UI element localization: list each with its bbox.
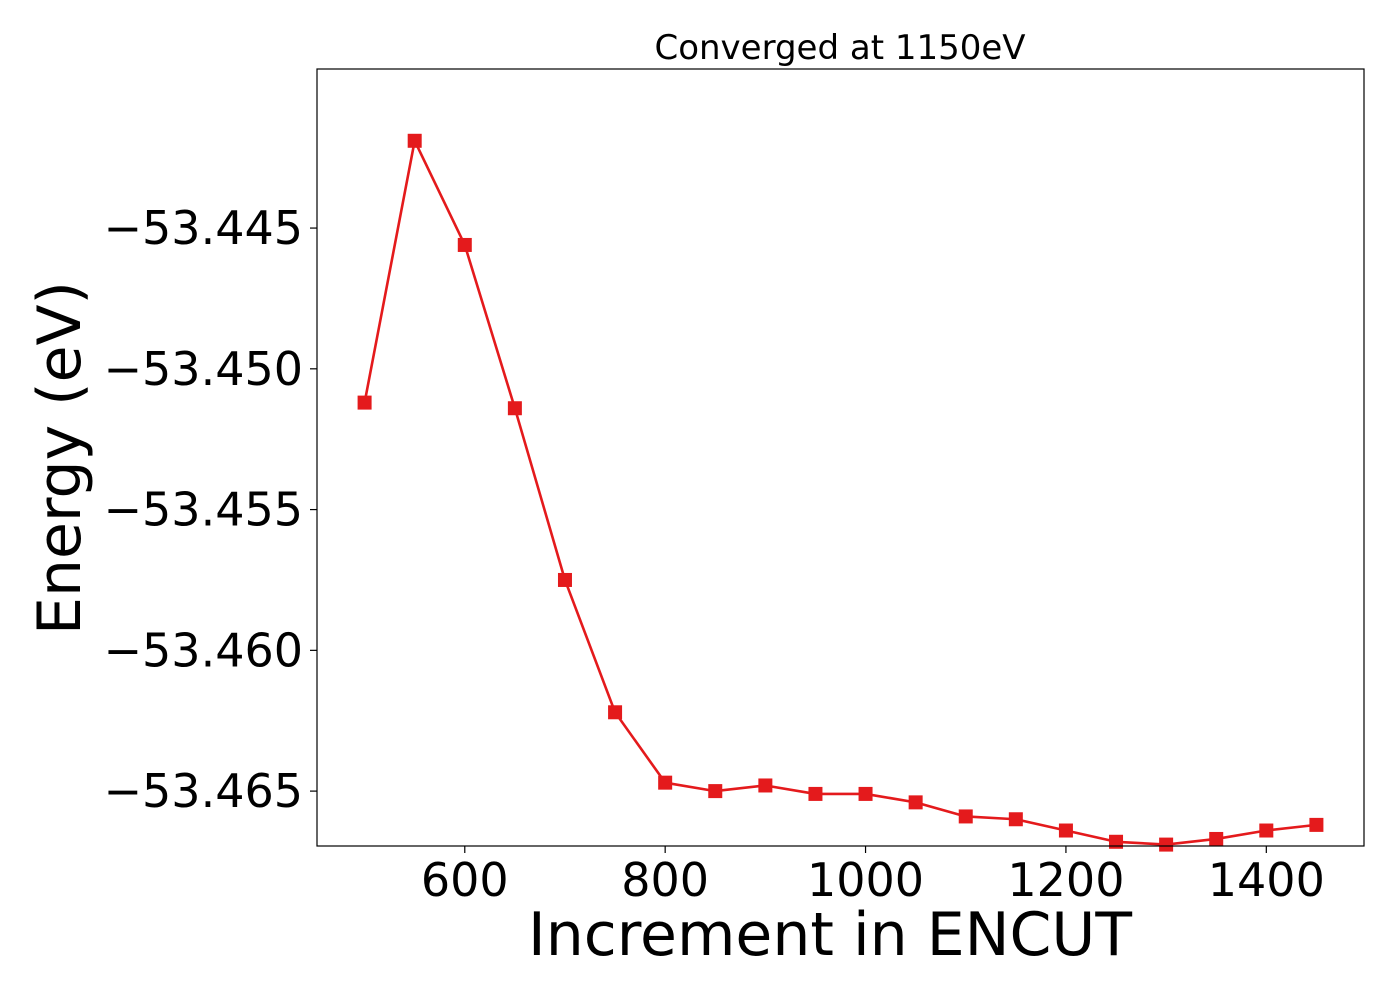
- data-point-marker: [608, 705, 623, 720]
- plot-frame: [316, 68, 1365, 847]
- data-point-marker: [1109, 834, 1124, 849]
- x-axis-label: Increment in ENCUT: [528, 900, 1132, 970]
- plot-area: [357, 133, 1324, 852]
- data-point-marker: [1309, 817, 1324, 832]
- y-axis-label: Energy (eV): [25, 281, 95, 635]
- data-point-marker: [1058, 823, 1073, 838]
- data-point-marker: [658, 775, 673, 790]
- data-point-marker: [908, 795, 923, 810]
- x-axis-ticks: 600 800 1000 1200 1400: [421, 846, 1325, 907]
- data-point-marker: [808, 786, 823, 801]
- data-point-marker: [557, 572, 572, 587]
- y-axis-ticks: −53.465 −53.460 −53.455 −53.450 −53.445: [104, 201, 317, 818]
- data-point-marker: [407, 133, 422, 148]
- y-tick-label: −53.455: [104, 483, 304, 537]
- chart-title: Converged at 1150eV: [654, 28, 1025, 68]
- data-point-marker: [357, 395, 372, 410]
- data-point-marker: [708, 784, 723, 799]
- data-point-marker: [1159, 837, 1174, 852]
- y-tick-label: −53.450: [104, 342, 304, 396]
- data-point-marker: [858, 786, 873, 801]
- series-line: [363, 139, 1317, 846]
- data-point-marker: [507, 401, 522, 416]
- x-tick-label: 800: [621, 853, 709, 907]
- data-point-marker: [1008, 812, 1023, 827]
- y-tick-label: −53.465: [104, 764, 304, 818]
- data-point-marker: [758, 778, 773, 793]
- x-tick-label: 1400: [1208, 853, 1325, 907]
- data-point-marker: [457, 237, 472, 252]
- x-tick-label: 1000: [807, 853, 924, 907]
- x-tick-label: 600: [421, 853, 509, 907]
- data-point-marker: [1209, 831, 1224, 846]
- y-tick-label: −53.445: [104, 201, 304, 255]
- x-tick-label: 1200: [1007, 853, 1124, 907]
- data-point-marker: [1259, 823, 1274, 838]
- y-tick-label: −53.460: [104, 623, 304, 677]
- data-point-marker: [958, 809, 973, 824]
